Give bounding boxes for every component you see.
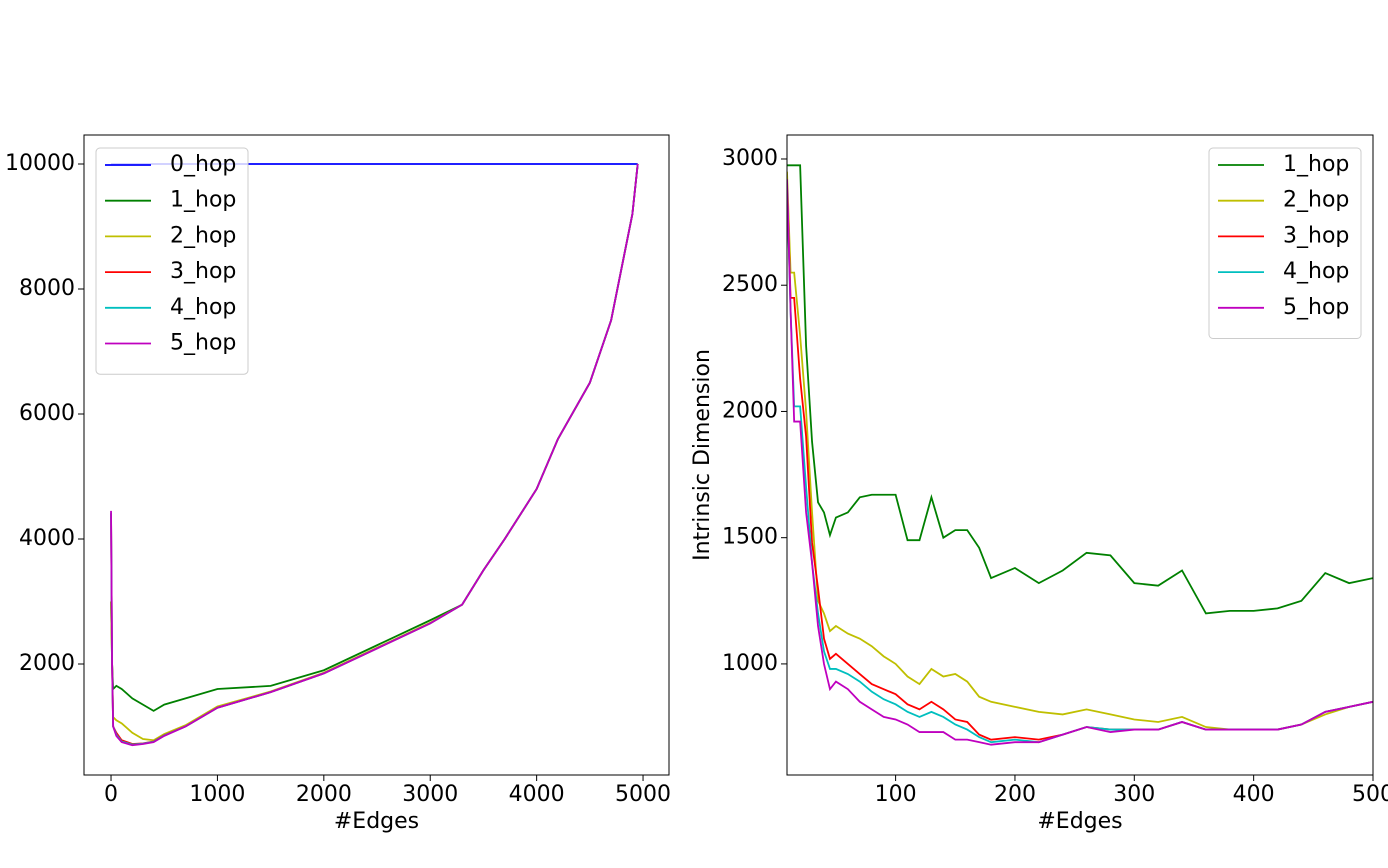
legend-box	[1208, 147, 1362, 339]
x-tick-label: 1000	[189, 782, 245, 807]
y-tick-label: 10000	[5, 151, 75, 176]
legend-label: 2_hop	[1283, 188, 1349, 213]
legend-label: 0_hop	[170, 152, 236, 177]
x-tick-label: 3000	[402, 782, 458, 807]
y-tick-label: 2500	[722, 272, 778, 297]
series-line	[787, 179, 1373, 746]
y-tick-label: 8000	[19, 276, 75, 301]
legend-label: 3_hop	[1283, 223, 1349, 248]
legend-label: 4_hop	[1283, 259, 1349, 284]
x-tick-label: 500	[1352, 782, 1388, 807]
legend-box	[95, 147, 249, 375]
x-tick-label: 200	[994, 782, 1036, 807]
x-axis-label: #Edges	[1037, 809, 1122, 834]
x-tick-label: 5000	[615, 782, 671, 807]
y-tick-label: 4000	[19, 526, 75, 551]
plot: 100 200 300 400 500 1000 1500 2000 2500 3000 #Edge…	[690, 134, 1388, 834]
legend: 0_hop 1_hop 2_hop 3_hop 4_hop 5_hop	[95, 147, 249, 375]
lines	[110, 163, 639, 747]
y-tick-label: 1500	[722, 525, 778, 550]
series-line	[110, 163, 639, 747]
legend-label: 5_hop	[170, 331, 236, 356]
legend-label: 5_hop	[1283, 295, 1349, 320]
y-tick-label: 2000	[722, 398, 778, 423]
legend-label: 1_hop	[170, 188, 236, 213]
lines	[787, 164, 1373, 746]
axes-frame	[83, 134, 670, 776]
x-tick-label: 300	[1113, 782, 1155, 807]
x-axis-label: #Edges	[334, 809, 419, 834]
x-tick-label: 2000	[296, 782, 352, 807]
axes-frame	[786, 134, 1374, 776]
plot: 0 1000 2000 3000 4000 5000 2000 4000 6000 8000 100…	[5, 134, 671, 834]
y-tick-label: 2000	[19, 651, 75, 676]
series-line	[787, 164, 1373, 615]
x-tick-label: 400	[1233, 782, 1275, 807]
legend-label: 3_hop	[170, 259, 236, 284]
legend: 1_hop 2_hop 3_hop 4_hop 5_hop	[1208, 147, 1362, 339]
legend-label: 1_hop	[1283, 152, 1349, 177]
y-tick-label: 3000	[722, 146, 778, 171]
x-tick-label: 4000	[509, 782, 565, 807]
x-tick-label: 100	[875, 782, 917, 807]
x-tick-label: 0	[104, 782, 118, 807]
y-tick-label: 1000	[722, 651, 778, 676]
y-tick-label: 6000	[19, 401, 75, 426]
legend-label: 2_hop	[170, 223, 236, 248]
y-axis-label: Intrinsic Dimension	[690, 349, 715, 561]
legend-label: 4_hop	[170, 295, 236, 320]
